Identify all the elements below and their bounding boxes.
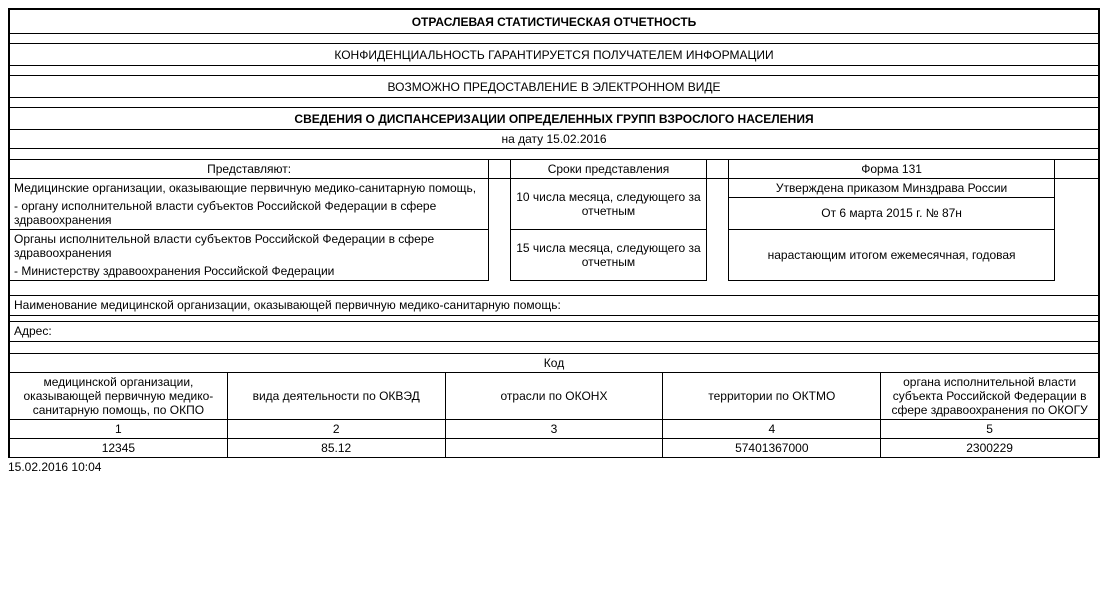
submit-r2c2: 15 числа месяца, следующего за отчетным (510, 230, 706, 281)
submit-header-3: Форма 131 (728, 159, 1055, 178)
title-line-2: КОНФИДЕНЦИАЛЬНОСТЬ ГАРАНТИРУЕТСЯ ПОЛУЧАТ… (10, 44, 1099, 66)
title-line-3: ВОЗМОЖНО ПРЕДОСТАВЛЕНИЕ В ЭЛЕКТРОННОМ ВИ… (10, 76, 1099, 98)
submission-table: Представляют: Сроки представления Форма … (9, 159, 1099, 295)
submit-r1c3a: Утверждена приказом Минздрава России (728, 178, 1055, 197)
codes-h5: органа исполнительной власти субъекта Ро… (881, 373, 1099, 420)
codes-v2: 85.12 (227, 439, 445, 458)
codes-n2: 2 (227, 420, 445, 439)
submit-header-2: Сроки представления (510, 159, 706, 178)
submit-r2c1a: Органы исполнительной власти субъектов Р… (10, 230, 489, 263)
codes-v5: 2300229 (881, 439, 1099, 458)
submit-r1c3b: От 6 марта 2015 г. № 87н (728, 197, 1055, 230)
org-address-label: Адрес: (10, 321, 1099, 341)
codes-h2: вида деятельности по ОКВЭД (227, 373, 445, 420)
codes-h1: медицинской организации, оказывающей пер… (10, 373, 228, 420)
submit-r1c1b: - органу исполнительной власти субъектов… (10, 197, 489, 230)
submit-r1c2: 10 числа месяца, следующего за отчетным (510, 178, 706, 230)
org-name-label: Наименование медицинской организации, ок… (10, 295, 1099, 315)
submit-r2c1b: - Министерству здравоохранения Российско… (10, 262, 489, 281)
codes-table: Код медицинской организации, оказывающей… (9, 353, 1099, 458)
codes-v3 (445, 439, 663, 458)
org-block: Наименование медицинской организации, ок… (9, 295, 1099, 354)
submit-header-1: Представляют: (10, 159, 489, 178)
title-block: ОТРАСЛЕВАЯ СТАТИСТИЧЕСКАЯ ОТЧЕТНОСТЬ КОН… (9, 9, 1099, 159)
codes-n5: 5 (881, 420, 1099, 439)
title-line-1: ОТРАСЛЕВАЯ СТАТИСТИЧЕСКАЯ ОТЧЕТНОСТЬ (10, 10, 1099, 34)
codes-title: Код (10, 354, 1099, 373)
codes-n4: 4 (663, 420, 881, 439)
title-line-5: на дату 15.02.2016 (10, 130, 1099, 149)
codes-h4: территории по ОКТМО (663, 373, 881, 420)
submit-r2c3: нарастающим итогом ежемесячная, годовая (728, 230, 1055, 281)
codes-h3: отрасли по ОКОНХ (445, 373, 663, 420)
codes-n1: 1 (10, 420, 228, 439)
submit-r1c1a: Медицинские организации, оказывающие пер… (10, 178, 489, 197)
codes-v4: 57401367000 (663, 439, 881, 458)
title-line-4: СВЕДЕНИЯ О ДИСПАНСЕРИЗАЦИИ ОПРЕДЕЛЕННЫХ … (10, 108, 1099, 130)
footer-timestamp: 15.02.2016 10:04 (8, 458, 1100, 474)
codes-n3: 3 (445, 420, 663, 439)
codes-v1: 12345 (10, 439, 228, 458)
